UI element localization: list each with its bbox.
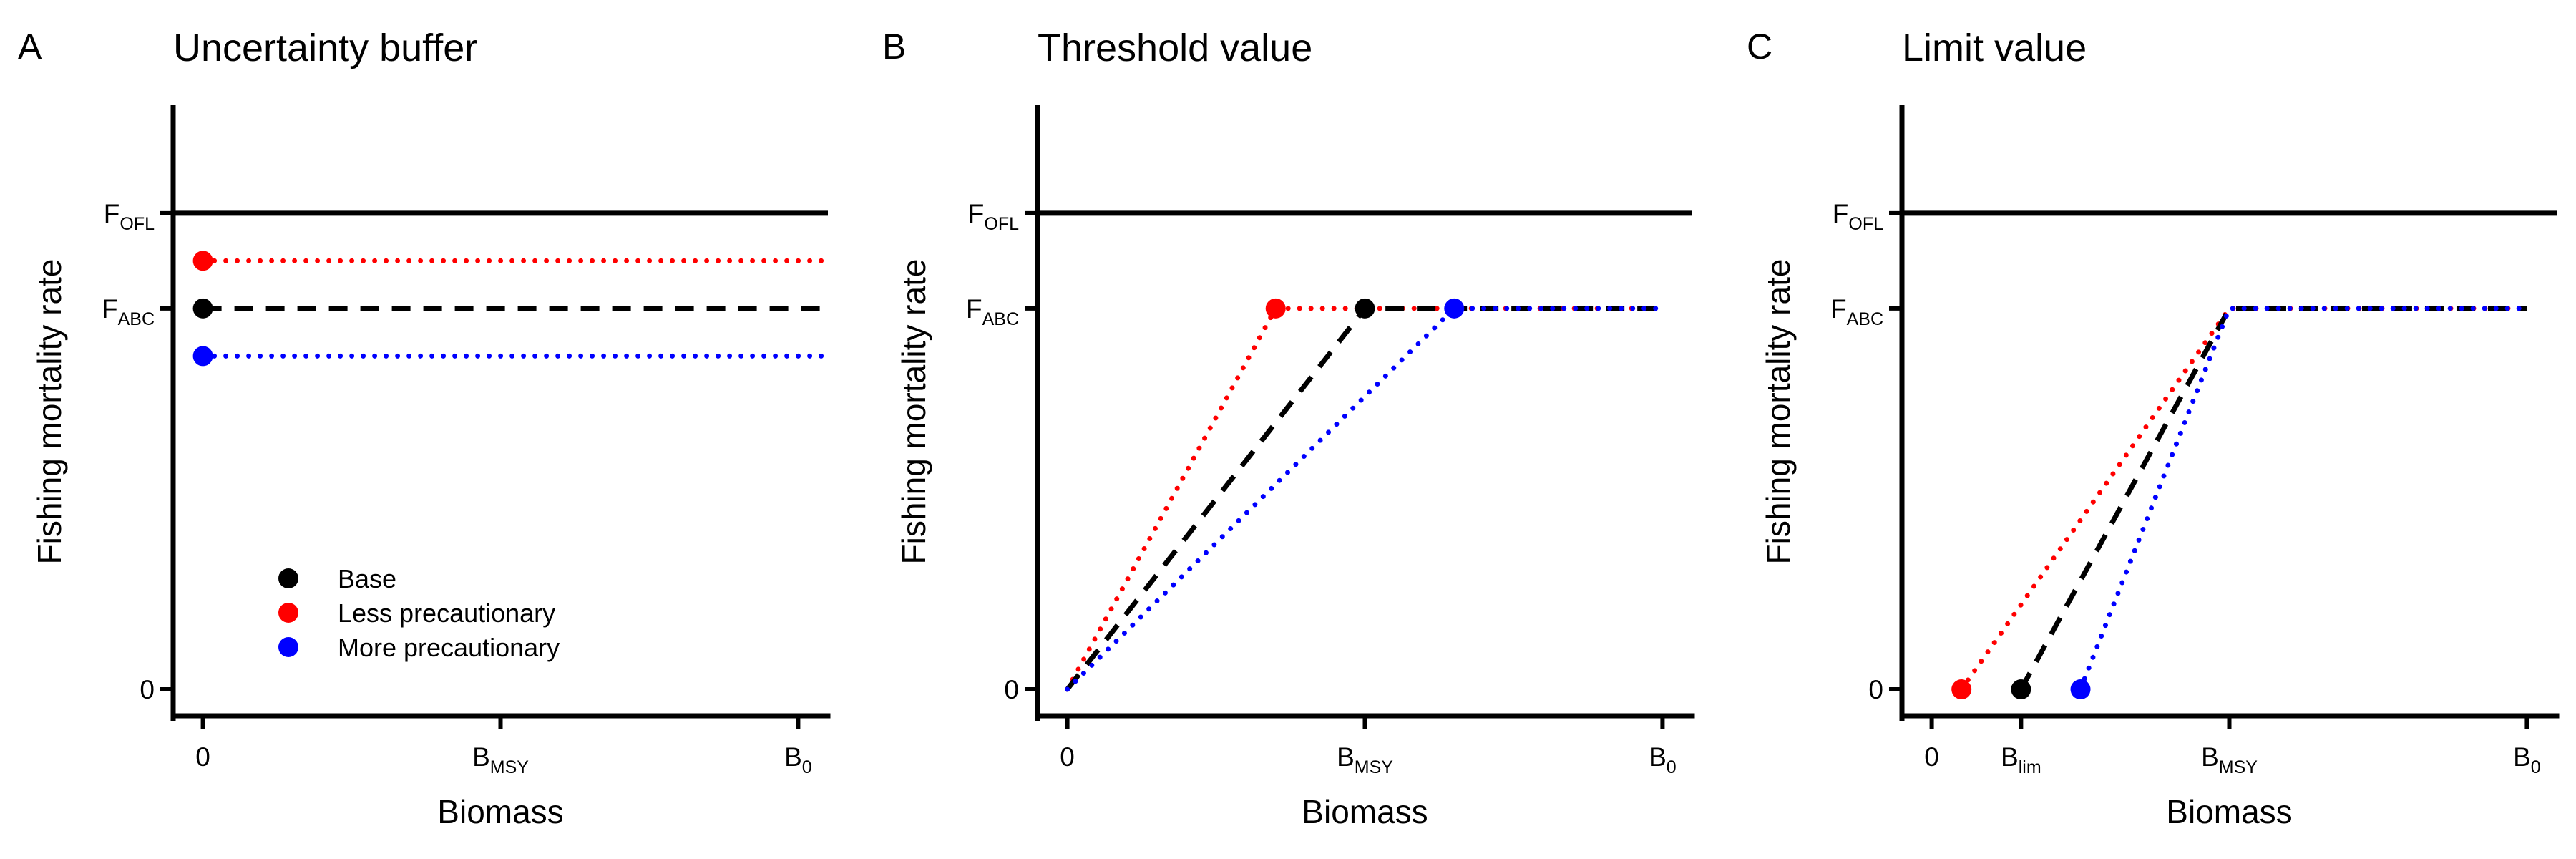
x-axis-title: Biomass (1302, 793, 1428, 830)
series-line-less (1958, 306, 2529, 692)
legend: Base Less precautionary More precautionary (278, 564, 560, 662)
y-axis-title: Fishing mortality rate (1760, 259, 1797, 565)
x-tick-label: BMSY (1337, 742, 1393, 777)
panel-title: Uncertainty buffer (173, 26, 477, 69)
panel-title: Threshold value (1038, 26, 1312, 69)
series-line-less (1065, 306, 1665, 692)
legend-label: More precautionary (338, 633, 560, 662)
panel-title: Limit value (1902, 26, 2087, 69)
x-tick-label: BMSY (472, 742, 529, 777)
panel-label: B (882, 26, 906, 67)
y-tick-label: FABC (1830, 294, 1883, 329)
panel-b: B Threshold value 0 FABC FOFL 0 BMSY B0 Biomass F… (882, 26, 1695, 830)
x-tick-label: B0 (1649, 742, 1677, 777)
x-tick-label: Blim (2001, 742, 2041, 777)
y-tick-label: FOFL (968, 199, 1019, 234)
series-line-more (2078, 306, 2529, 692)
legend-marker (278, 568, 298, 588)
y-tick-label: 0 (1868, 675, 1883, 704)
series-line-base (1065, 306, 1663, 691)
y-axis-title: Fishing mortality rate (895, 259, 932, 565)
x-tick-label: 0 (195, 742, 210, 772)
y-tick-label: FOFL (104, 199, 155, 234)
point-base (2011, 679, 2031, 700)
point-base (192, 298, 213, 319)
y-axis-title: Fishing mortality rate (31, 259, 68, 565)
point-less (192, 251, 213, 271)
panel-label: A (18, 26, 42, 67)
x-tick-label: B0 (784, 742, 812, 777)
y-tick-label: FABC (102, 294, 155, 329)
x-tick-label: BMSY (2201, 742, 2258, 777)
point-less (1265, 298, 1286, 319)
y-tick-label: FABC (966, 294, 1019, 329)
panel-a: A Uncertainty buffer 0 FABC FOFL 0 BMSY B0 Bioma… (18, 26, 831, 830)
legend-marker (278, 603, 298, 623)
panel-c: C Limit value 0 FABC FOFL 0 Blim BMSY B0 Biomass F… (1747, 26, 2560, 830)
y-tick-label: 0 (140, 675, 155, 704)
x-tick-label: 0 (1060, 742, 1075, 772)
y-tick-label: 0 (1004, 675, 1019, 704)
point-more (2070, 679, 2091, 700)
point-base (1355, 298, 1375, 319)
legend-marker (278, 637, 298, 657)
legend-label: Base (338, 564, 396, 593)
series-line-base (2019, 306, 2527, 691)
x-tick-label: 0 (1924, 742, 1939, 772)
point-more (1444, 298, 1465, 319)
x-tick-label: B0 (2513, 742, 2541, 777)
x-axis-title: Biomass (2166, 793, 2292, 830)
x-axis-title: Biomass (437, 793, 563, 830)
y-tick-label: FOFL (1833, 199, 1883, 234)
legend-label: Less precautionary (338, 598, 555, 628)
point-more (192, 346, 213, 367)
point-less (1951, 679, 1972, 700)
panel-label: C (1747, 26, 1772, 67)
series-line-more (1065, 306, 1665, 692)
